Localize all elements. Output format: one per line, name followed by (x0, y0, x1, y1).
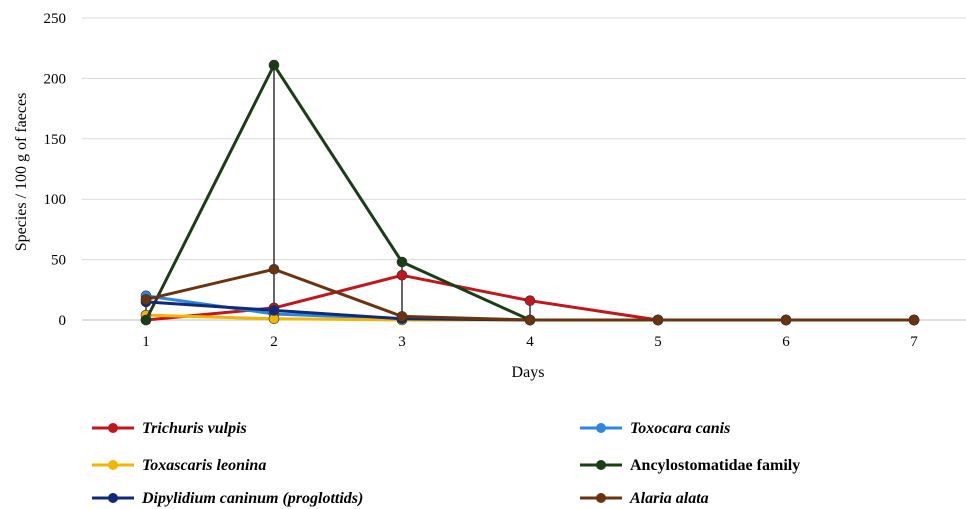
data-point (268, 263, 280, 275)
tick-labels: 0 50 100 150 200 250 1 2 3 4 5 6 7 (44, 11, 919, 350)
x-tick-label: 1 (142, 334, 150, 350)
y-tick-label: 200 (44, 71, 67, 87)
legend-label: Toxascaris leonina (142, 457, 266, 474)
y-tick-label: 250 (44, 11, 67, 27)
legend-item: Toxascaris leonina (92, 457, 266, 474)
x-tick-label: 4 (526, 334, 534, 350)
legend-item: Ancylostomatidae family (580, 457, 800, 474)
x-tick-label: 2 (270, 334, 278, 350)
data-point (268, 59, 280, 71)
data-point (652, 314, 664, 326)
legend-label: Dipylidium caninum (proglottids) (141, 490, 363, 507)
legend-label: Trichuris vulpis (142, 420, 247, 437)
legend-swatch-marker (108, 460, 118, 470)
data-point (396, 311, 408, 322)
x-tick-label: 5 (654, 334, 662, 350)
x-axis-title: Days (512, 364, 545, 381)
data-point (524, 314, 536, 326)
data-point (140, 314, 152, 326)
legend-swatch-marker (596, 460, 606, 470)
legend-swatch-marker (108, 423, 118, 433)
series (140, 59, 920, 326)
legend-label: Toxocara canis (630, 420, 730, 437)
data-point (268, 305, 280, 316)
drop-lines (145, 65, 531, 320)
legend-swatch-marker (108, 493, 118, 503)
y-tick-label: 50 (51, 253, 66, 269)
legend-item: Trichuris vulpis (92, 420, 247, 437)
data-point (140, 294, 152, 305)
x-tick-label: 7 (910, 334, 918, 350)
legend-item: Toxocara canis (580, 420, 730, 437)
legend-item: Alaria alata (580, 490, 709, 507)
x-tick-label: 6 (782, 334, 790, 350)
y-tick-label: 150 (44, 132, 67, 148)
legend-swatch-marker (596, 493, 606, 503)
data-point (908, 314, 920, 326)
series-5 (140, 263, 920, 326)
legend: Trichuris vulpis Toxocara canis Toxascaris… (92, 420, 800, 507)
x-tick-label: 3 (398, 334, 406, 350)
legend-swatch-marker (596, 423, 606, 433)
data-point (524, 295, 536, 306)
data-point (396, 256, 408, 268)
legend-item: Dipylidium caninum (proglottids) (92, 490, 363, 507)
series-line (144, 63, 914, 322)
series-3 (140, 59, 920, 326)
data-point (780, 314, 792, 326)
legend-label: Alaria alata (629, 490, 709, 507)
gridlines (82, 17, 966, 261)
y-axis-title: Species / 100 g of faeces (13, 93, 30, 252)
y-tick-label: 0 (59, 313, 67, 329)
legend-label: Ancylostomatidae family (630, 457, 800, 474)
data-point (396, 270, 408, 281)
y-tick-label: 100 (44, 192, 67, 208)
